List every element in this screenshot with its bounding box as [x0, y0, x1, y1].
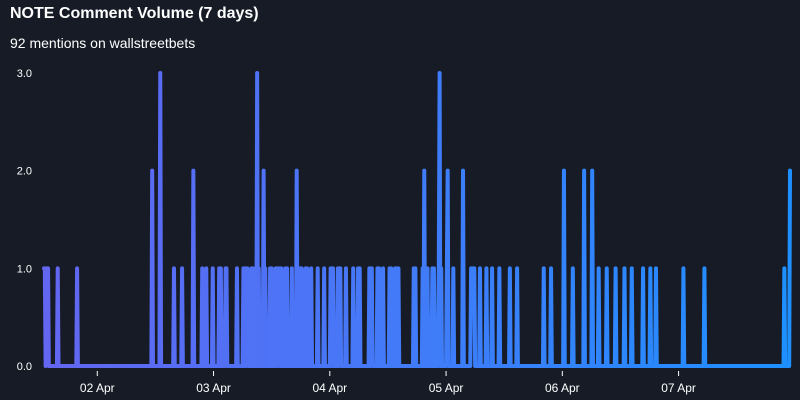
- x-tick-label: 05 Apr: [429, 381, 464, 395]
- series-line: [42, 71, 792, 368]
- y-axis: 0.0 1.0 2.0 3.0: [17, 68, 32, 373]
- x-axis: 02 Apr 03 Apr 04 Apr 05 Apr 06 Apr 07 Apr: [80, 371, 696, 395]
- y-tick-label: 1.0: [17, 263, 32, 275]
- y-tick-label: 3.0: [17, 68, 32, 80]
- series-layer: [42, 71, 792, 368]
- chart-subtitle: 92 mentions on wallstreetbets: [10, 35, 196, 51]
- x-tick-label: 02 Apr: [80, 381, 115, 395]
- x-tick-label: 06 Apr: [545, 381, 580, 395]
- y-tick-label: 0.0: [17, 361, 32, 373]
- x-tick-label: 04 Apr: [312, 381, 347, 395]
- x-tick-label: 03 Apr: [196, 381, 231, 395]
- y-tick-label: 2.0: [17, 166, 32, 178]
- chart-title: NOTE Comment Volume (7 days): [10, 5, 259, 22]
- x-tick-label: 07 Apr: [661, 381, 696, 395]
